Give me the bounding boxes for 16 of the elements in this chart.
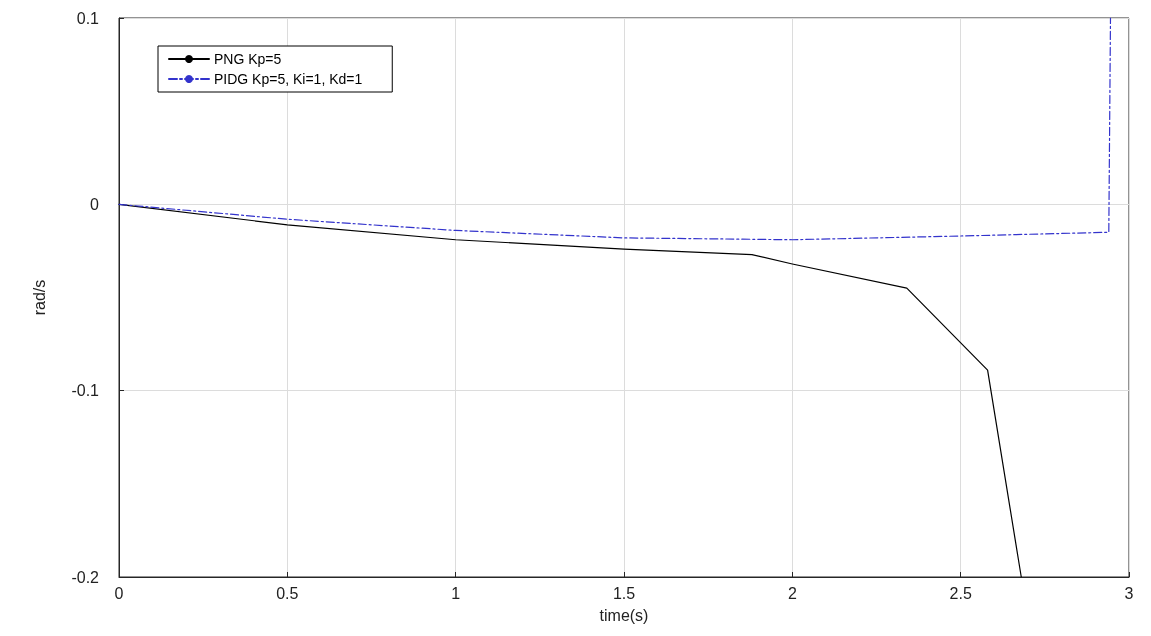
legend-label: PIDG Kp=5, Ki=1, Kd=1 [214,71,363,87]
y-tick-label: -0.1 [71,382,100,400]
x-tick-label: 1.5 [612,584,636,602]
x-tick-label: 1 [451,584,461,602]
legend-label: PNG Kp=5 [214,51,282,67]
y-tick-label: 0 [90,195,100,213]
x-tick-label: 0.5 [276,584,299,602]
x-axis-title: time(s) [599,606,649,624]
y-tick-label: -0.2 [71,568,100,586]
y-tick-label: 0.1 [76,9,100,27]
x-tick-label: 2.5 [949,584,972,602]
x-tick-label: 3 [1124,584,1134,602]
x-tick-label: 2 [787,584,797,602]
y-axis-title: rad/s [30,279,48,316]
x-tick-label: 0 [114,584,124,602]
line-series [118,17,1112,241]
